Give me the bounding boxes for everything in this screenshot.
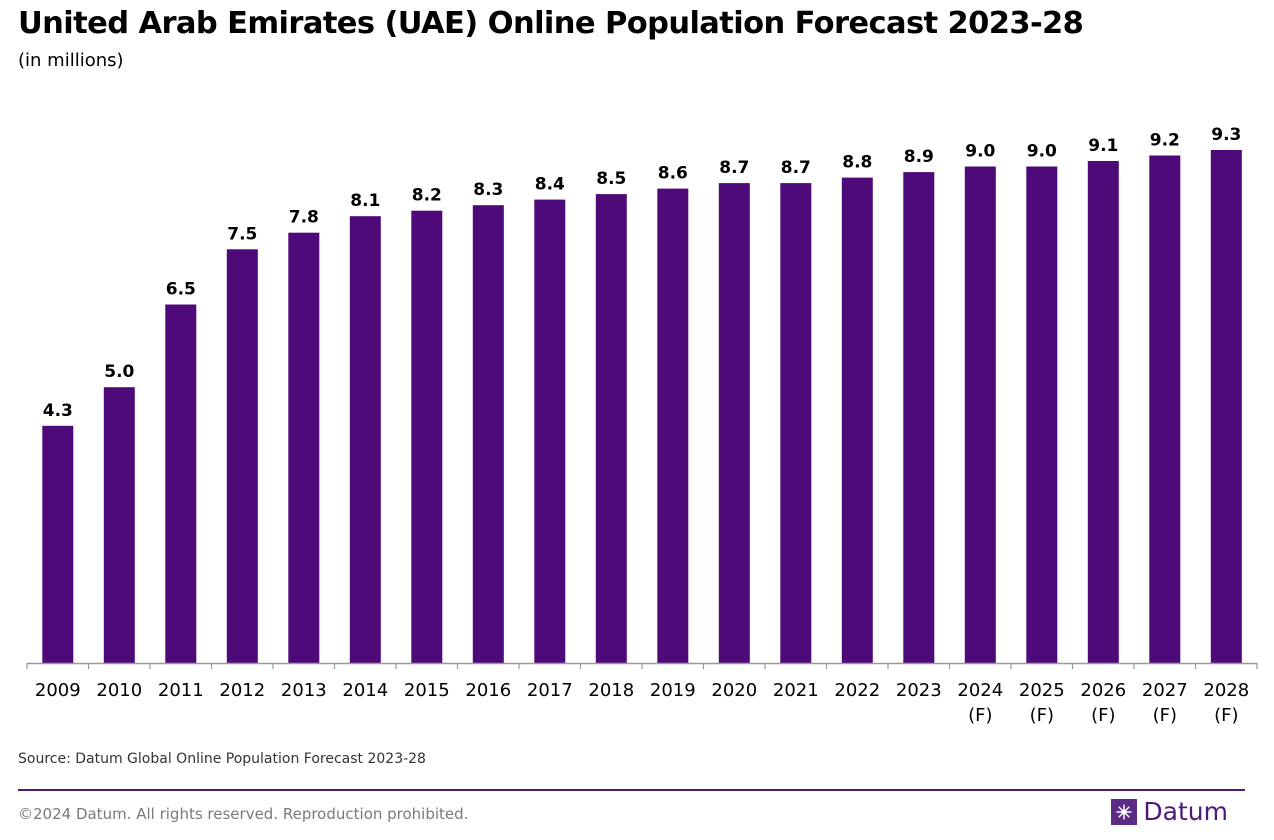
x-tick-label: 2014	[342, 680, 388, 701]
bar-value-label: 5.0	[104, 362, 134, 382]
bar-value-label: 8.3	[473, 180, 503, 200]
bar-2019	[657, 188, 689, 663]
bar-value-label: 9.2	[1150, 131, 1180, 151]
bar-chart: 4.3 5.0 6.5 7.5 7.8 8.1 8.2 8.3 8.4 8.5 8.6 8.7 8.7 8…	[26, 125, 1258, 726]
bar-2024-f	[964, 166, 996, 663]
x-tick-label: 2011	[158, 680, 204, 701]
brand-logo: Datum	[1111, 797, 1228, 826]
bar-2025-f	[1026, 166, 1058, 663]
bar-2022	[841, 177, 873, 663]
x-tick-label: 2017	[527, 680, 573, 701]
bar-value-label: 8.7	[719, 158, 749, 178]
bar-value-label: 7.8	[289, 208, 319, 228]
bar-2011	[165, 304, 197, 663]
bar-value-label: 8.8	[842, 153, 872, 173]
bar-value-label: 9.0	[965, 142, 995, 162]
x-tick-label: 2012	[219, 680, 265, 701]
bar-value-label: 8.5	[596, 169, 626, 189]
bar-2026-f	[1087, 161, 1119, 663]
bar-value-label: 8.2	[412, 186, 442, 206]
bar-value-label: 8.9	[904, 147, 934, 167]
x-tick-label: 2020	[711, 680, 757, 701]
bar-2013	[288, 232, 320, 663]
x-tick-label: 2023	[896, 680, 942, 701]
x-tick-label: 2027 (F)	[1142, 680, 1188, 726]
bar-value-label: 8.6	[658, 164, 688, 184]
bar-2017	[534, 199, 566, 663]
x-tick-label: 2009	[35, 680, 81, 701]
bar-2021	[780, 183, 812, 663]
bar-2009	[42, 425, 74, 663]
bar-2023	[903, 172, 935, 663]
bar-2020	[718, 183, 750, 663]
x-tick-label: 2024 (F)	[957, 680, 1003, 726]
bar-value-label: 9.0	[1027, 142, 1057, 162]
bars-group	[42, 150, 1242, 664]
footer-divider	[18, 789, 1245, 791]
bar-2027-f	[1149, 155, 1181, 663]
bar-2012	[226, 249, 258, 664]
source-note: Source: Datum Global Online Population F…	[18, 751, 426, 767]
x-tick-label: 2021	[773, 680, 819, 701]
bar-2018	[595, 194, 627, 663]
bar-value-label: 8.4	[535, 175, 565, 195]
datum-logo-icon	[1111, 798, 1138, 825]
bar-2028-f	[1210, 150, 1242, 663]
bar-value-label: 9.3	[1211, 125, 1241, 145]
bar-value-label: 4.3	[43, 401, 73, 421]
bar-value-label: 8.7	[781, 158, 811, 178]
bar-value-label: 6.5	[166, 280, 196, 300]
x-tick-label: 2016	[465, 680, 511, 701]
x-tick-label: 2015	[404, 680, 450, 701]
x-axis: 2009 2010 2011 2012 2013 2014 2015 2016 2017 2018…	[26, 662, 1258, 726]
chart-title: United Arab Emirates (UAE) Online Popula…	[18, 6, 1084, 41]
x-tick-label: 2010	[96, 680, 142, 701]
x-tick-label: 2022	[834, 680, 880, 701]
bar-2015	[411, 210, 443, 663]
copyright-notice: ©2024 Datum. All rights reserved. Reprod…	[18, 805, 469, 823]
bar-value-labels-group: 4.3 5.0 6.5 7.5 7.8 8.1 8.2 8.3 8.4 8.5 8.6 8.7 8.7 8…	[43, 125, 1242, 421]
bar-value-label: 9.1	[1088, 136, 1118, 156]
chart-subtitle: (in millions)	[18, 50, 124, 71]
x-tick-label: 2013	[281, 680, 327, 701]
x-tick-label: 2028 (F)	[1203, 680, 1249, 726]
brand-name: Datum	[1143, 797, 1228, 826]
bar-2014	[349, 216, 381, 663]
x-tick-label: 2025 (F)	[1019, 680, 1065, 726]
x-tick-label: 2018	[588, 680, 634, 701]
x-tick-label: 2019	[650, 680, 696, 701]
bar-value-label: 8.1	[350, 191, 380, 211]
bar-value-label: 7.5	[227, 224, 257, 244]
bar-2010	[103, 387, 135, 663]
x-tick-label: 2026 (F)	[1080, 680, 1126, 726]
bar-2016	[472, 205, 504, 663]
